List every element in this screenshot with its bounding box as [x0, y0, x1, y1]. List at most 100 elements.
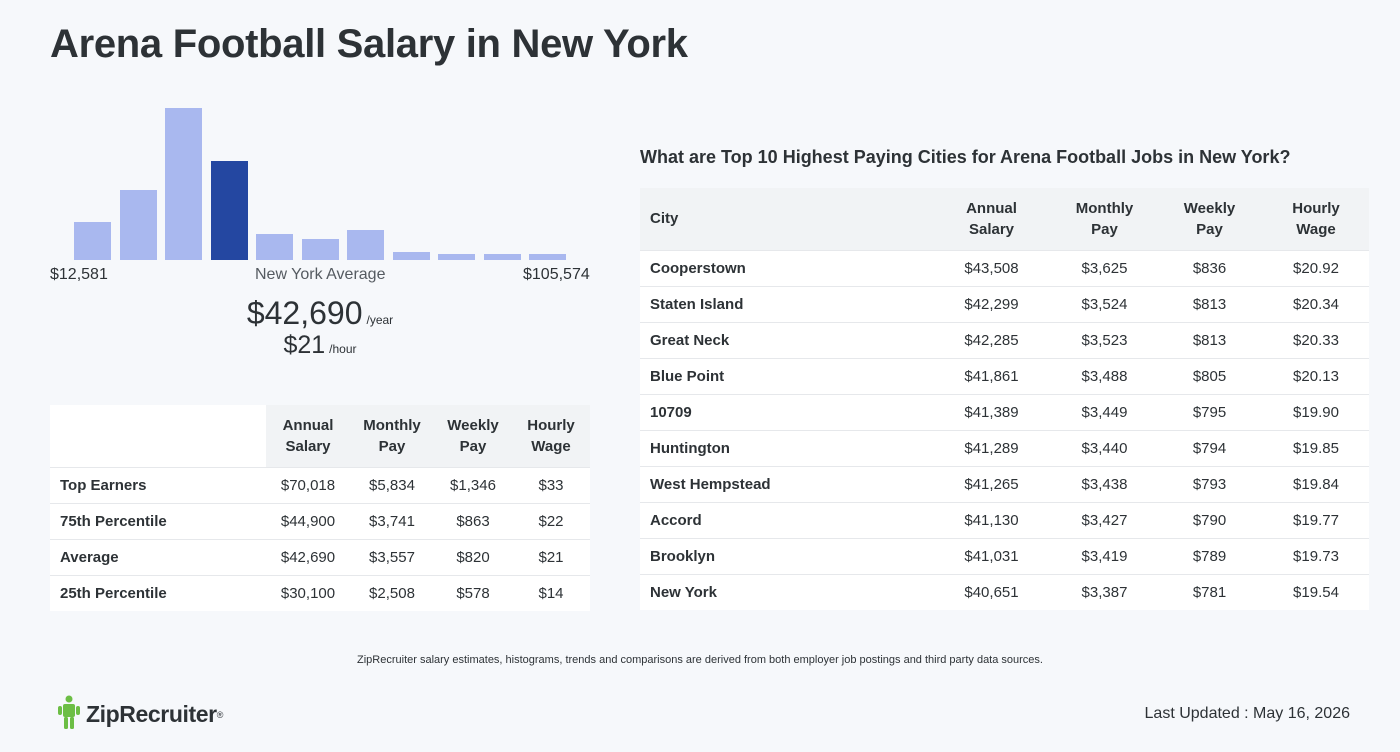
- city-monthly-cell: $3,387: [1053, 573, 1156, 610]
- city-hourly-cell: $20.13: [1263, 357, 1369, 394]
- city-weekly-cell: $795: [1156, 393, 1263, 430]
- city-weekly-cell: $794: [1156, 429, 1263, 466]
- city-annual-cell: $43,508: [930, 249, 1053, 286]
- average-annual-value: $42,690: [246, 295, 363, 331]
- percentile-header-row: Annual Salary Monthly Pay Weekly Pay Hourly…: [50, 405, 590, 467]
- city-weekly-cell: $836: [1156, 249, 1263, 286]
- city-annual-cell: $40,651: [930, 573, 1053, 610]
- city-row: Blue Point $41,861 $3,488 $805 $20.13: [640, 357, 1369, 394]
- city-row: New York $40,651 $3,387 $781 $19.54: [640, 573, 1369, 610]
- city-hourly-cell: $20.33: [1263, 321, 1369, 358]
- cities-header-hourly: Hourly Wage: [1263, 188, 1369, 250]
- percentile-monthly-cell: $3,741: [350, 502, 434, 539]
- percentile-weekly-cell: $863: [434, 502, 512, 539]
- percentile-annual-cell: $70,018: [266, 466, 350, 503]
- average-annual-salary: $42,690/year: [50, 295, 590, 332]
- city-name-cell: Staten Island: [640, 285, 930, 322]
- city-annual-cell: $41,031: [930, 537, 1053, 574]
- percentile-row-label: Top Earners: [50, 466, 266, 503]
- city-row: Accord $41,130 $3,427 $790 $19.77: [640, 501, 1369, 538]
- average-hourly-unit: /hour: [329, 342, 357, 356]
- histogram-max-label: $105,574: [523, 266, 590, 283]
- city-hourly-cell: $20.34: [1263, 285, 1369, 322]
- percentile-hourly-cell: $14: [512, 574, 590, 611]
- city-annual-cell: $41,130: [930, 501, 1053, 538]
- city-annual-cell: $42,299: [930, 285, 1053, 322]
- top-cities-table: City Annual Salary Monthly Pay Weekly Pay H…: [640, 188, 1369, 610]
- city-annual-cell: $41,389: [930, 393, 1053, 430]
- city-hourly-cell: $19.54: [1263, 573, 1369, 610]
- histogram-bar: [74, 222, 111, 260]
- city-name-cell: West Hempstead: [640, 465, 930, 502]
- percentile-weekly-cell: $578: [434, 574, 512, 611]
- city-row: 10709 $41,389 $3,449 $795 $19.90: [640, 393, 1369, 430]
- city-weekly-cell: $805: [1156, 357, 1263, 394]
- city-name-cell: Brooklyn: [640, 537, 930, 574]
- percentile-header-weekly: Weekly Pay: [434, 405, 512, 467]
- city-hourly-cell: $20.92: [1263, 249, 1369, 286]
- cities-header-annual: Annual Salary: [930, 188, 1053, 250]
- salary-histogram: [50, 90, 590, 260]
- histogram-bar: [438, 254, 475, 260]
- city-monthly-cell: $3,625: [1053, 249, 1156, 286]
- city-monthly-cell: $3,524: [1053, 285, 1156, 322]
- cities-heading: What are Top 10 Highest Paying Cities fo…: [640, 147, 1291, 167]
- city-hourly-cell: $19.84: [1263, 465, 1369, 502]
- percentile-annual-cell: $44,900: [266, 502, 350, 539]
- percentile-row-label: 75th Percentile: [50, 502, 266, 539]
- data-disclaimer: ZipRecruiter salary estimates, histogram…: [357, 654, 1043, 666]
- histogram-min-label: $12,581: [50, 266, 108, 283]
- percentile-monthly-cell: $2,508: [350, 574, 434, 611]
- city-hourly-cell: $19.73: [1263, 537, 1369, 574]
- percentile-hourly-cell: $33: [512, 466, 590, 503]
- city-weekly-cell: $781: [1156, 573, 1263, 610]
- cities-header-monthly: Monthly Pay: [1053, 188, 1156, 250]
- ziprecruiter-wordmark: ZipRecruiter: [86, 701, 217, 727]
- city-annual-cell: $41,265: [930, 465, 1053, 502]
- percentile-header-annual: Annual Salary: [266, 405, 350, 467]
- percentile-header-blank: [50, 405, 266, 467]
- histogram-bar: [392, 252, 430, 260]
- city-hourly-cell: $19.90: [1263, 393, 1369, 430]
- city-annual-cell: $41,861: [930, 357, 1053, 394]
- histogram-bar: [347, 230, 384, 260]
- city-name-cell: Accord: [640, 501, 930, 538]
- city-hourly-cell: $19.85: [1263, 429, 1369, 466]
- city-name-cell: Great Neck: [640, 321, 930, 358]
- city-monthly-cell: $3,438: [1053, 465, 1156, 502]
- histogram-bar: [529, 254, 566, 260]
- city-weekly-cell: $789: [1156, 537, 1263, 574]
- percentile-monthly-cell: $5,834: [350, 466, 434, 503]
- city-name-cell: Blue Point: [640, 357, 930, 394]
- ziprecruiter-logo[interactable]: ZipRecruiter ®: [58, 695, 223, 734]
- city-annual-cell: $42,285: [930, 321, 1053, 358]
- percentile-row-label: 25th Percentile: [50, 574, 266, 611]
- last-updated: Last Updated : May 16, 2026: [1144, 705, 1350, 722]
- city-row: Huntington $41,289 $3,440 $794 $19.85: [640, 429, 1369, 466]
- city-annual-cell: $41,289: [930, 429, 1053, 466]
- histogram-bar: [483, 254, 521, 260]
- percentile-weekly-cell: $1,346: [434, 466, 512, 503]
- city-monthly-cell: $3,440: [1053, 429, 1156, 466]
- average-hourly-wage: $21/hour: [50, 331, 590, 360]
- percentile-weekly-cell: $820: [434, 538, 512, 575]
- city-monthly-cell: $3,427: [1053, 501, 1156, 538]
- city-row: Brooklyn $41,031 $3,419 $789 $19.73: [640, 537, 1369, 574]
- histogram-bar-highlighted: [210, 161, 248, 260]
- percentile-header-hourly: Hourly Wage: [512, 405, 590, 467]
- cities-header-weekly: Weekly Pay: [1156, 188, 1263, 250]
- percentile-table: Annual Salary Monthly Pay Weekly Pay Hourly…: [50, 405, 590, 611]
- percentile-hourly-cell: $21: [512, 538, 590, 575]
- histogram-bar: [119, 190, 157, 260]
- city-name-cell: 10709: [640, 393, 930, 430]
- city-monthly-cell: $3,488: [1053, 357, 1156, 394]
- percentile-monthly-cell: $3,557: [350, 538, 434, 575]
- registered-mark: ®: [216, 709, 224, 720]
- city-weekly-cell: $790: [1156, 501, 1263, 538]
- percentile-row: 25th Percentile $30,100 $2,508 $578 $14: [50, 574, 590, 611]
- city-monthly-cell: $3,449: [1053, 393, 1156, 430]
- page-title: Arena Football Salary in New York: [50, 22, 688, 66]
- percentile-annual-cell: $42,690: [266, 538, 350, 575]
- percentile-row: Top Earners $70,018 $5,834 $1,346 $33: [50, 466, 590, 503]
- percentile-hourly-cell: $22: [512, 502, 590, 539]
